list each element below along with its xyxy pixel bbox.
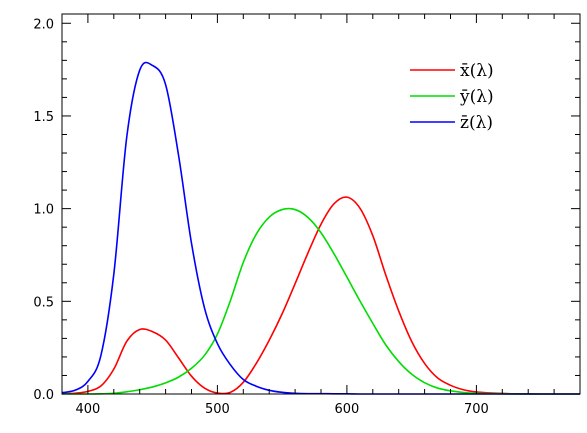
x-tick-label: 400 [75,402,100,417]
y-tick-label: 1.5 [33,110,54,125]
series-layer [61,61,580,395]
series-line-1 [62,207,580,395]
y-tick-label: 0.0 [33,388,54,403]
legend-label-2: z̄(λ) [460,113,493,133]
x-tick-label: 600 [334,402,359,417]
legend-label-0: x̄(λ) [460,61,494,81]
series-line-0 [61,196,580,395]
y-tick-label: 1.0 [33,203,54,218]
y-tick-label: 2.0 [33,17,54,32]
series-line-2 [61,61,580,395]
legend: x̄(λ) ȳ(λ) z̄(λ) [410,61,494,133]
legend-label-1: ȳ(λ) [459,87,494,107]
y-tick-label: 0.5 [33,295,54,310]
axis-layer: 400 500 600 700 0.0 0.5 1.0 1.5 2.0 [33,14,581,417]
x-tick-label: 700 [464,402,489,417]
x-tick-label: 500 [205,402,230,417]
